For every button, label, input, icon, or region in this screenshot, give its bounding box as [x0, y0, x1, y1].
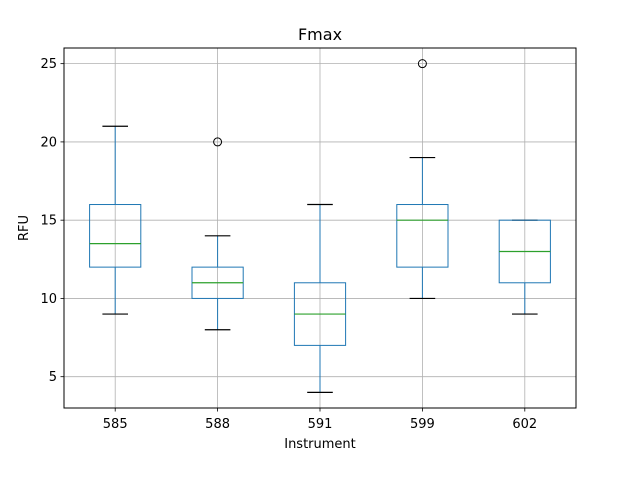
outlier-point: [417, 59, 427, 69]
x-axis-label: Instrument: [284, 437, 356, 452]
x-tick-label: 588: [205, 417, 230, 432]
x-tick-label: 591: [308, 417, 333, 432]
x-tick-label: 602: [512, 417, 537, 432]
iqr-box: [396, 204, 449, 268]
box-group-585: [89, 125, 142, 315]
y-tick-label: 15: [40, 214, 57, 229]
y-tick-label: 20: [40, 135, 57, 150]
box-group-599: [396, 59, 449, 300]
y-tick-label: 10: [40, 292, 57, 307]
box-layer: [89, 59, 551, 393]
iqr-box: [89, 204, 142, 268]
y-tick-label: 5: [49, 370, 57, 385]
y-axis-label: RFU: [17, 215, 32, 241]
box-group-602: [498, 219, 551, 315]
x-axis: 585 588 591 599 602: [103, 408, 537, 432]
x-tick-label: 585: [103, 417, 128, 432]
x-tick-label: 599: [410, 417, 435, 432]
box-group-588: [191, 137, 244, 331]
chart-title: Fmax: [298, 25, 342, 44]
y-axis: 5 10 15 20 25: [40, 57, 64, 385]
y-tick-label: 25: [40, 57, 57, 72]
box-group-591: [293, 203, 347, 393]
outlier-point: [213, 137, 223, 147]
